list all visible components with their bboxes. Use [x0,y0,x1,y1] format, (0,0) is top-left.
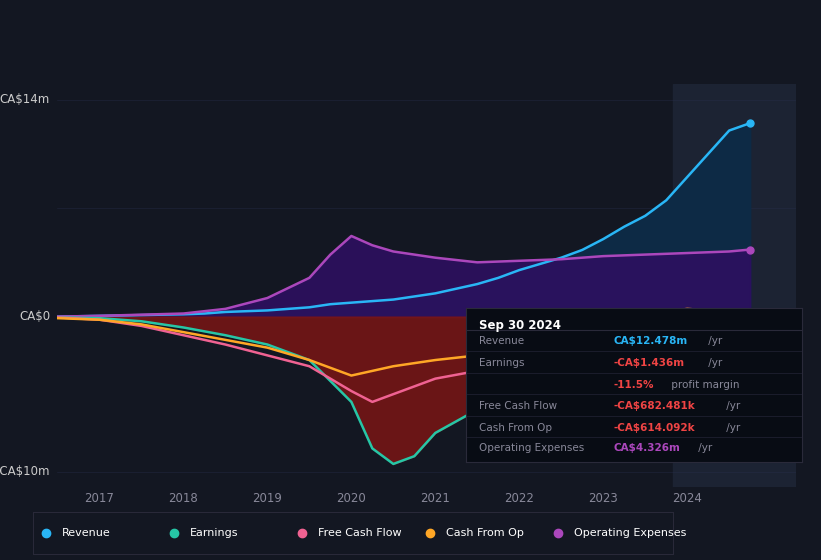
Text: Earnings: Earnings [479,358,525,368]
Text: -CA$682.481k: -CA$682.481k [613,401,695,411]
Text: /yr: /yr [722,423,740,433]
Text: -CA$1.436m: -CA$1.436m [613,358,685,368]
Text: CA$12.478m: CA$12.478m [613,337,688,347]
Text: Operating Expenses: Operating Expenses [479,443,585,452]
Text: profit margin: profit margin [668,380,740,390]
Text: /yr: /yr [695,443,713,452]
Text: -11.5%: -11.5% [613,380,654,390]
Bar [673,84,796,487]
Text: /yr: /yr [704,337,722,347]
Text: -CA$614.092k: -CA$614.092k [613,423,695,433]
Text: Operating Expenses: Operating Expenses [574,529,686,538]
Text: Cash From Op: Cash From Op [479,423,552,433]
Text: /yr: /yr [722,401,740,411]
Text: Sep 30 2024: Sep 30 2024 [479,319,561,332]
Text: /yr: /yr [704,358,722,368]
Text: -CA$10m: -CA$10m [0,465,50,478]
Text: Earnings: Earnings [190,529,238,538]
Text: CA$4.326m: CA$4.326m [613,443,681,452]
Text: Free Cash Flow: Free Cash Flow [479,401,557,411]
Text: CA$14m: CA$14m [0,93,50,106]
Text: Revenue: Revenue [62,529,110,538]
Text: CA$0: CA$0 [19,310,50,323]
Text: Cash From Op: Cash From Op [446,529,524,538]
Text: Free Cash Flow: Free Cash Flow [318,529,401,538]
Text: Revenue: Revenue [479,337,524,347]
